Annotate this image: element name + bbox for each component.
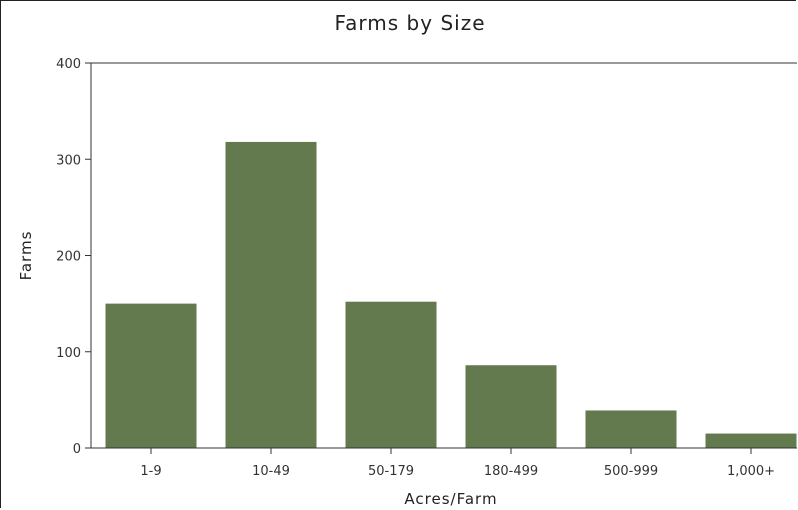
x-tick-label: 180-499 xyxy=(484,464,538,479)
y-tick-label: 100 xyxy=(56,346,81,361)
y-tick-label: 400 xyxy=(56,57,81,72)
bar-500-999 xyxy=(585,410,677,448)
chart-title: Farms by Size xyxy=(334,11,486,35)
bar-1-9 xyxy=(105,303,197,448)
y-tick-label: 300 xyxy=(56,153,81,168)
x-tick-label: 10-49 xyxy=(252,464,290,479)
bar-180-499 xyxy=(465,365,557,448)
y-tick-label: 0 xyxy=(73,442,81,457)
x-tick-label: 50-179 xyxy=(368,464,414,479)
x-axis-ticks: 1-9 10-49 50-179 180-499 500-999 1,000+ xyxy=(140,448,775,479)
bar-50-179 xyxy=(345,301,437,448)
y-axis-label: Farms xyxy=(17,231,35,281)
y-axis-ticks: 0 100 200 300 400 xyxy=(56,57,91,457)
bar-1,000+ xyxy=(705,433,797,448)
bar-10-49 xyxy=(225,141,317,449)
bars xyxy=(105,141,797,449)
x-tick-label: 500-999 xyxy=(604,464,658,479)
x-axis-label: Acres/Farm xyxy=(404,490,497,508)
y-tick-label: 200 xyxy=(56,250,81,265)
x-tick-label: 1-9 xyxy=(140,464,161,479)
x-tick-label: 1,000+ xyxy=(727,464,775,479)
